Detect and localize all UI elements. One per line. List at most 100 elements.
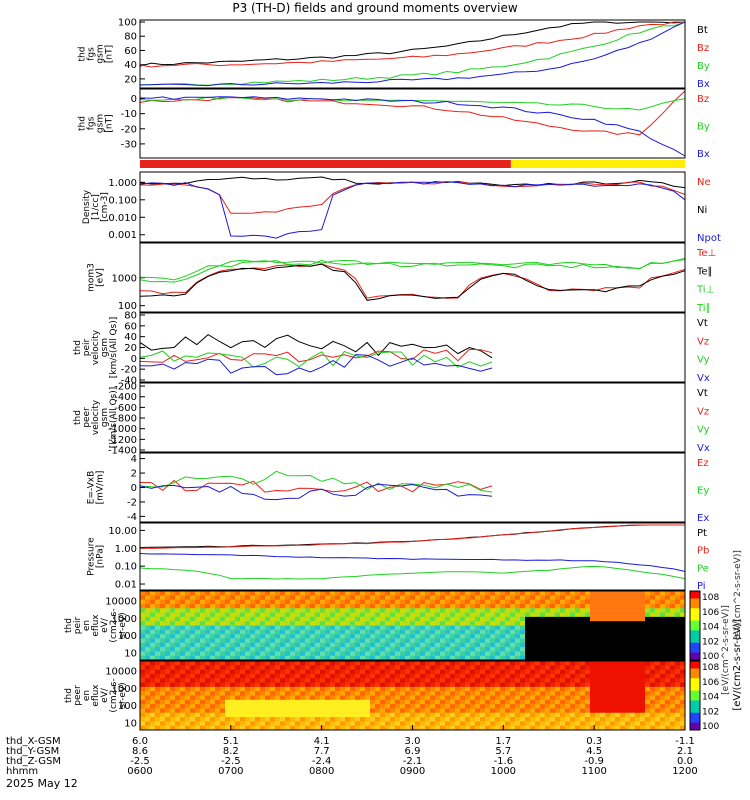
spec-cell [595,651,601,657]
spec-cell [505,682,511,688]
spec-cell [230,708,236,714]
spec-cell [355,625,361,631]
spec-cell [175,629,181,635]
spec-cell [395,603,401,609]
spec-cell [665,625,671,631]
spec-cell [595,642,601,648]
spec-cell [215,695,221,701]
spec-cell [500,673,506,679]
spec-cell [385,608,391,614]
spec-cell [660,725,666,731]
spec-cell [445,595,451,601]
spec-cell [640,661,646,666]
spec-cell [520,591,526,596]
spec-cell [170,682,176,688]
spec-cell [230,651,236,657]
spec-cell [215,599,221,605]
spec-cell [365,603,371,609]
spec-cell [670,591,676,596]
spec-cell [355,661,361,666]
spec-cell [515,686,521,692]
spec-cell [600,712,606,718]
spec-cell [565,655,571,661]
spec-cell [655,655,661,661]
spec-cell [455,691,461,696]
spec-cell [680,695,686,701]
spec-cell [515,591,521,596]
spec-cell [510,642,516,648]
spec-cell [455,717,461,722]
spec-cell [185,695,191,701]
spec-cell [570,721,576,727]
colorbar-cell [690,670,700,674]
spec-cell [335,717,341,722]
spec-cell [235,717,241,722]
spec-cell [470,699,476,705]
spec-cell [390,661,396,666]
spec-cell [170,704,176,709]
spec-cell [565,642,571,648]
spec-cell [650,704,656,709]
colorbar-cell [690,712,700,716]
spec-cell [420,634,426,639]
spec-cell [575,629,581,635]
spec-cell [260,595,266,601]
spec-cell [215,612,221,618]
spec-cell [245,647,251,652]
spec-cell [435,717,441,722]
spec-cell [610,625,616,631]
spec-cell [270,708,276,714]
spec-cell [295,695,301,701]
spec-cell [165,661,171,666]
spec-cell [675,603,681,609]
spec-cell [640,651,646,657]
svg-text:en: en [82,690,92,701]
spec-cell [220,717,226,722]
spec-cell [630,599,636,605]
spec-cell [420,669,426,675]
spec-cell [195,695,201,701]
spec-cell [430,665,436,671]
spec-cell [290,717,296,722]
spec-cell [340,655,346,661]
spec-cell [280,682,286,688]
spec-cell [665,678,671,684]
spec-cell [260,678,266,684]
spec-cell [555,699,561,705]
spec-cell [535,725,541,731]
spec-cell [415,638,421,644]
spec-cell [555,616,561,622]
spec-cell [605,621,611,626]
spec-cell [580,625,586,631]
spec-cell [140,665,146,671]
spec-cell [635,673,641,679]
spec-cell [605,591,611,596]
spec-cell [340,634,346,639]
spec-cell [570,717,576,722]
spec-cell [650,616,656,622]
spec-cell [460,599,466,605]
colorbar-cell [690,680,700,684]
spec-cell [240,634,246,639]
spec-cell [155,616,161,622]
spec-cell [185,682,191,688]
spec-cell [585,642,591,648]
spec-cell [285,699,291,705]
spec-cell [305,665,311,671]
spec-cell [480,642,486,648]
spec-cell [210,725,216,731]
spec-cell [580,669,586,675]
spec-cell [380,665,386,671]
spec-cell [495,651,501,657]
spec-cell [640,686,646,692]
spec-cell [205,647,211,652]
spec-cell [520,647,526,652]
spec-cell [550,669,556,675]
spec-cell [295,629,301,635]
spec-cell [540,638,546,644]
spec-cell [440,621,446,626]
spec-cell [460,621,466,626]
spec-cell [270,665,276,671]
